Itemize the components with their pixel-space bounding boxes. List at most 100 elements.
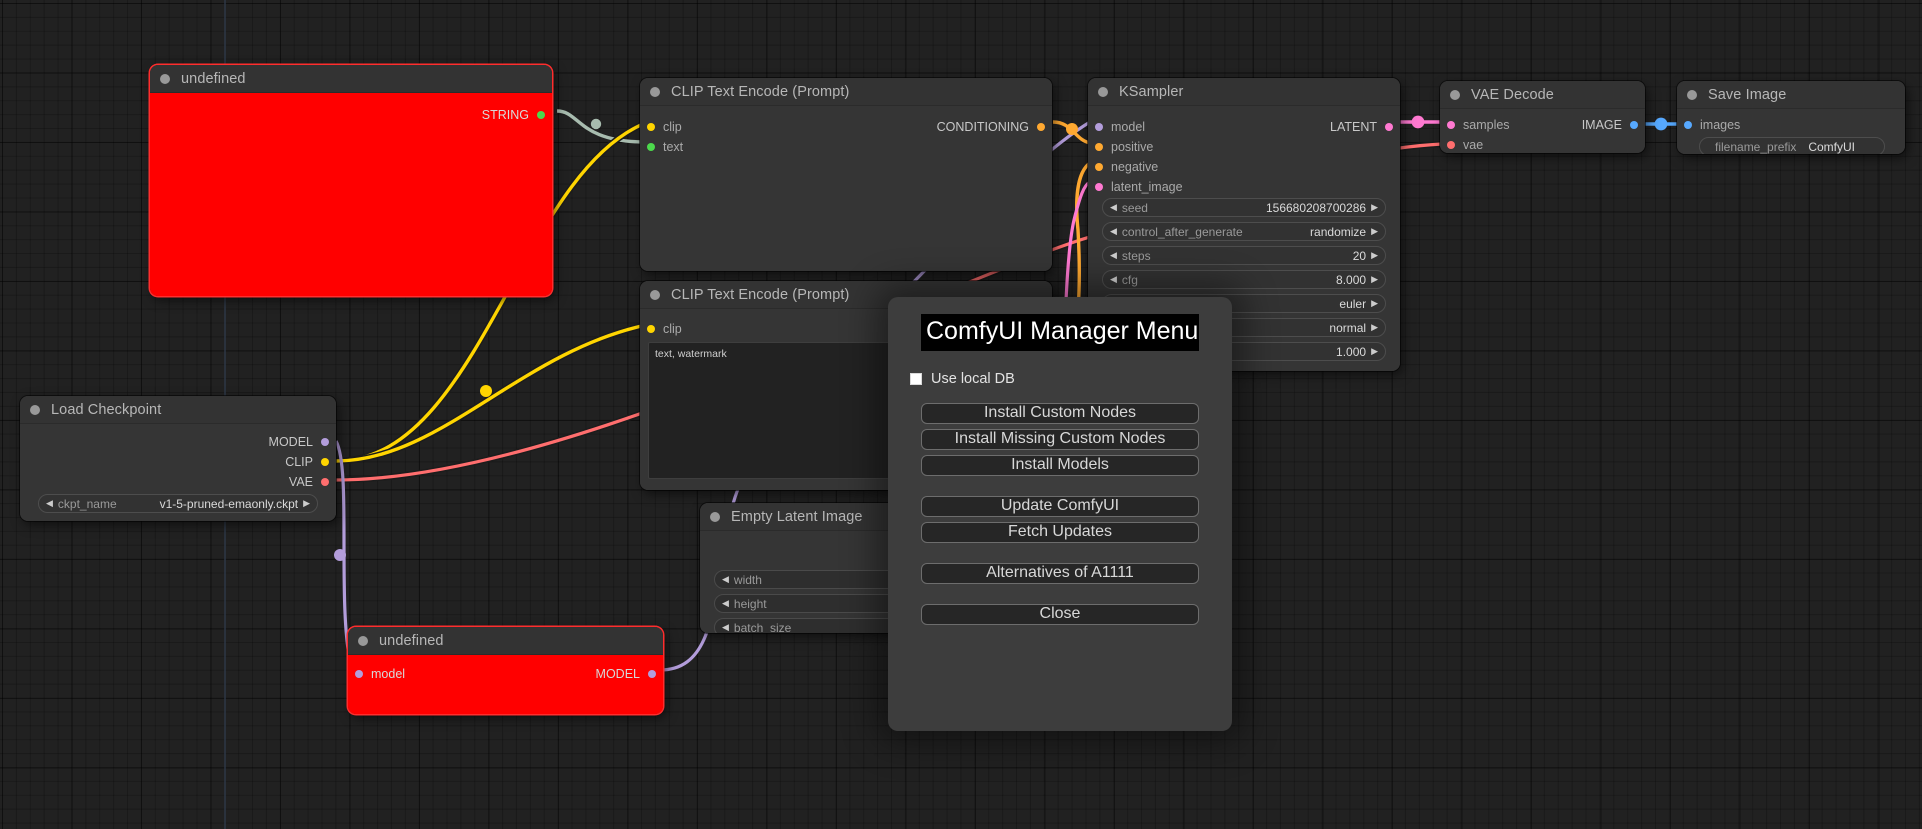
input-slot-text[interactable]: text: [647, 139, 683, 155]
input-slot-vae[interactable]: vae: [1447, 137, 1483, 153]
node-vae-decode[interactable]: VAE Decode samples vae IMAGE: [1440, 81, 1645, 153]
vae-slot-dot[interactable]: [1447, 141, 1455, 149]
collapse-dot-icon[interactable]: [650, 86, 660, 97]
increment-arrow-icon[interactable]: ▶: [1371, 346, 1378, 356]
use-local-db-checkbox[interactable]: [910, 372, 922, 385]
node-title-bar[interactable]: undefined: [348, 627, 663, 655]
widget-ckpt-name[interactable]: ◀ ckpt_name v1-5-pruned-emaonly.ckpt ▶: [38, 494, 318, 513]
alternatives-of-a1111-button[interactable]: Alternatives of A1111: [921, 562, 1199, 584]
text-slot-dot[interactable]: [647, 143, 655, 151]
widget-value: 20: [1352, 248, 1367, 263]
node-title-bar[interactable]: CLIP Text Encode (Prompt): [640, 78, 1052, 106]
collapse-dot-icon[interactable]: [160, 73, 170, 84]
decrement-arrow-icon[interactable]: ◀: [722, 622, 729, 632]
collapse-dot-icon[interactable]: [1687, 89, 1697, 100]
output-slot-conditioning[interactable]: CONDITIONING: [937, 119, 1045, 135]
latent-image-slot-dot[interactable]: [1095, 183, 1103, 191]
output-slot-image[interactable]: IMAGE: [1582, 117, 1638, 133]
input-slot-samples[interactable]: samples: [1447, 117, 1510, 133]
install-custom-nodes-button[interactable]: Install Custom Nodes: [921, 402, 1199, 424]
node-clip-text-encode-positive[interactable]: CLIP Text Encode (Prompt) clip text COND…: [640, 78, 1052, 271]
output-slot-string[interactable]: STRING: [482, 107, 545, 123]
images-slot-dot[interactable]: [1684, 121, 1692, 129]
close-button[interactable]: Close: [921, 603, 1199, 625]
decrement-arrow-icon[interactable]: ◀: [1110, 226, 1117, 236]
clip-slot-dot[interactable]: [647, 325, 655, 333]
decrement-arrow-icon[interactable]: ◀: [1110, 274, 1117, 284]
output-slot-vae[interactable]: VAE: [289, 474, 329, 490]
increment-arrow-icon[interactable]: ▶: [1371, 226, 1378, 236]
node-load-checkpoint[interactable]: Load Checkpoint MODEL CLIP VAE ◀ ckpt_na…: [20, 396, 336, 521]
positive-slot-dot[interactable]: [1095, 143, 1103, 151]
increment-arrow-icon[interactable]: ▶: [1371, 250, 1378, 260]
increment-arrow-icon[interactable]: ▶: [1371, 322, 1378, 332]
collapse-dot-icon[interactable]: [1450, 89, 1460, 100]
image-slot-dot[interactable]: [1630, 121, 1638, 129]
negative-prompt-textarea[interactable]: text, watermark: [648, 342, 906, 479]
node-title-bar[interactable]: Load Checkpoint: [20, 396, 336, 424]
widget-filename-prefix[interactable]: filename_prefix ComfyUI: [1699, 137, 1885, 154]
model-slot-dot[interactable]: [1095, 123, 1103, 131]
output-slot-model[interactable]: MODEL: [596, 666, 656, 682]
string-slot-dot[interactable]: [537, 111, 545, 119]
increment-arrow-icon[interactable]: ▶: [303, 498, 310, 508]
widget-steps[interactable]: ◀ steps 20 ▶: [1102, 246, 1386, 265]
output-slot-label: CONDITIONING: [936, 120, 1029, 134]
output-slot-clip[interactable]: CLIP: [285, 454, 329, 470]
input-slot-model[interactable]: model: [355, 666, 405, 682]
node-title-bar[interactable]: VAE Decode: [1440, 81, 1645, 109]
node-save-image[interactable]: Save Image images filename_prefix ComfyU…: [1677, 81, 1905, 154]
model-slot-dot[interactable]: [355, 670, 363, 678]
model-slot-dot[interactable]: [321, 438, 329, 446]
node-body: model MODEL: [348, 655, 663, 714]
fetch-updates-button[interactable]: Fetch Updates: [921, 521, 1199, 543]
node-title-bar[interactable]: undefined: [150, 65, 552, 93]
node-ksampler[interactable]: KSampler model positive negative latent_…: [1088, 78, 1400, 371]
input-slot-clip[interactable]: clip: [647, 119, 682, 135]
samples-slot-dot[interactable]: [1447, 121, 1455, 129]
latent-slot-dot[interactable]: [1385, 123, 1393, 131]
comfyui-manager-dialog[interactable]: ComfyUI Manager Menu Use local DB Instal…: [888, 297, 1232, 731]
node-undefined-string[interactable]: undefined STRING: [150, 65, 552, 296]
input-slot-latent-image[interactable]: latent_image: [1095, 179, 1183, 195]
output-slot-model[interactable]: MODEL: [269, 434, 329, 450]
decrement-arrow-icon[interactable]: ◀: [1110, 202, 1117, 212]
collapse-dot-icon[interactable]: [30, 404, 40, 415]
node-title-bar[interactable]: KSampler: [1088, 78, 1400, 106]
input-slot-images[interactable]: images: [1684, 117, 1740, 133]
conditioning-slot-dot[interactable]: [1037, 123, 1045, 131]
use-local-db-row[interactable]: Use local DB: [910, 371, 1216, 387]
collapse-dot-icon[interactable]: [358, 635, 368, 646]
model-slot-dot[interactable]: [648, 670, 656, 678]
clip-slot-dot[interactable]: [647, 123, 655, 131]
input-slot-clip[interactable]: clip: [647, 321, 682, 337]
widget-control-after-generate[interactable]: ◀ control_after_generate randomize ▶: [1102, 222, 1386, 241]
widget-cfg[interactable]: ◀ cfg 8.000 ▶: [1102, 270, 1386, 289]
vae-slot-dot[interactable]: [321, 478, 329, 486]
node-undefined-model[interactable]: undefined model MODEL: [348, 627, 663, 714]
clip-slot-dot[interactable]: [321, 458, 329, 466]
widget-seed[interactable]: ◀ seed 156680208700286 ▶: [1102, 198, 1386, 217]
update-comfyui-button[interactable]: Update ComfyUI: [921, 495, 1199, 517]
widget-label: ckpt_name: [57, 496, 117, 511]
increment-arrow-icon[interactable]: ▶: [1371, 298, 1378, 308]
input-slot-negative[interactable]: negative: [1095, 159, 1158, 175]
negative-slot-dot[interactable]: [1095, 163, 1103, 171]
node-title-bar[interactable]: Save Image: [1677, 81, 1905, 109]
install-missing-custom-nodes-button[interactable]: Install Missing Custom Nodes: [921, 428, 1199, 450]
decrement-arrow-icon[interactable]: ◀: [1110, 250, 1117, 260]
collapse-dot-icon[interactable]: [1098, 86, 1108, 97]
output-slot-latent[interactable]: LATENT: [1330, 119, 1393, 135]
collapse-dot-icon[interactable]: [650, 289, 660, 300]
collapse-dot-icon[interactable]: [710, 511, 720, 522]
decrement-arrow-icon[interactable]: ◀: [46, 498, 53, 508]
increment-arrow-icon[interactable]: ▶: [1371, 202, 1378, 212]
input-slot-model[interactable]: model: [1095, 119, 1145, 135]
input-slot-positive[interactable]: positive: [1095, 139, 1153, 155]
increment-arrow-icon[interactable]: ▶: [1371, 274, 1378, 284]
widget-value: normal: [1329, 320, 1367, 335]
install-models-button[interactable]: Install Models: [921, 454, 1199, 476]
decrement-arrow-icon[interactable]: ◀: [722, 574, 729, 584]
decrement-arrow-icon[interactable]: ◀: [722, 598, 729, 608]
